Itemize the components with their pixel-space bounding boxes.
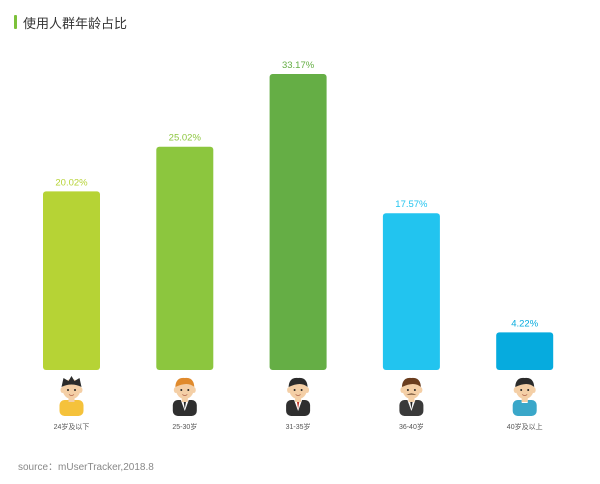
value-label-5: 4.22%: [511, 318, 538, 329]
category-label-2: 25-30岁: [172, 422, 197, 431]
category-label-5: 40岁及以上: [507, 422, 543, 431]
chart-title: 使用人群年龄占比: [23, 15, 128, 31]
bar-2: [156, 146, 214, 370]
value-label-2: 25.02%: [169, 133, 202, 144]
value-label-3: 33.17%: [282, 60, 315, 71]
bar-5: [496, 332, 554, 370]
suit-man-icon: [286, 377, 311, 416]
bar-3: [269, 74, 327, 370]
category-label-1: 24岁及以下: [54, 422, 90, 431]
source-note: source：mUserTracker,2018.8: [18, 462, 154, 473]
chart-title-group: 使用人群年龄占比: [14, 13, 127, 31]
title-accent-bar: [14, 15, 17, 29]
value-label-1: 20.02%: [55, 177, 88, 188]
mustache-man-icon: [399, 377, 424, 416]
category-label-3: 31-35岁: [286, 422, 311, 431]
bar-4: [382, 213, 440, 370]
older-man-icon: [512, 377, 537, 416]
casual-person-icon: [59, 376, 84, 416]
category-label-4: 36-40岁: [399, 422, 424, 431]
value-label-4: 17.57%: [395, 199, 428, 210]
bar-1: [43, 191, 100, 370]
businessman-icon: [172, 377, 197, 416]
